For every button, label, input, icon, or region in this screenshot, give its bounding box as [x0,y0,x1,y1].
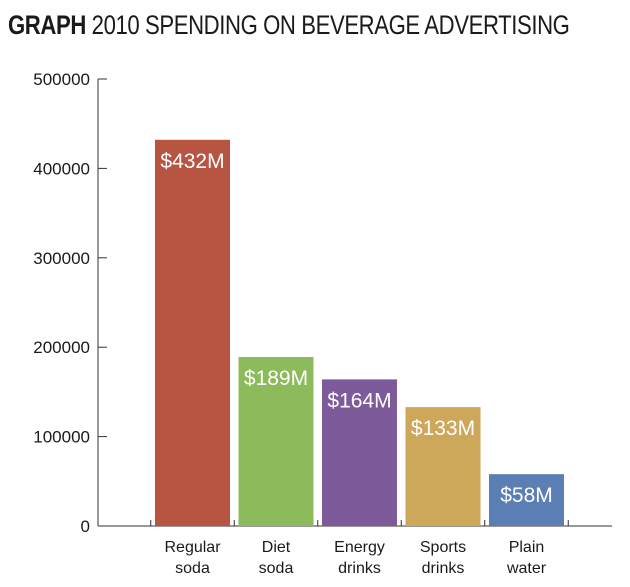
bar [489,474,564,526]
bar [155,139,230,527]
category-label: water [506,560,547,577]
chart-title: GRAPH 2010 SPENDING ON BEVERAGE ADVERTIS… [8,10,570,41]
category-label: soda [259,560,294,577]
category-label: drinks [422,560,465,577]
category-label: Diet [262,539,291,556]
bar-value-label: $189M [244,367,308,390]
chart-labels: $432M Regular soda $189M Diet soda $164M Energy… [160,150,552,577]
y-tick-label: 500000 [33,70,90,89]
category-label: drinks [338,560,381,577]
chart-bars [155,139,564,527]
bar-value-label: $133M [411,417,475,440]
title-text: 2010 SPENDING ON BEVERAGE ADVERTISING [91,10,570,40]
y-tick-label: 100000 [33,428,90,447]
bar-value-label: $432M [160,150,224,173]
bar-value-label: $58M [500,484,553,507]
category-label: Energy [334,539,385,556]
y-tick-label: 400000 [33,159,90,178]
bar [238,357,314,526]
category-label: Plain [509,539,545,556]
bar [322,379,397,526]
chart-axes: 0 100000 200000 300000 400000 500000 [33,70,612,536]
title-keyword: GRAPH [8,10,86,40]
y-tick-label: 0 [81,517,90,536]
bar-value-label: $164M [327,389,391,412]
bar [405,407,481,526]
category-label: Sports [420,539,466,556]
y-tick-label: 300000 [33,249,90,268]
category-label: Regular [164,539,221,556]
y-tick-label: 200000 [33,338,90,357]
category-label: soda [175,560,210,577]
